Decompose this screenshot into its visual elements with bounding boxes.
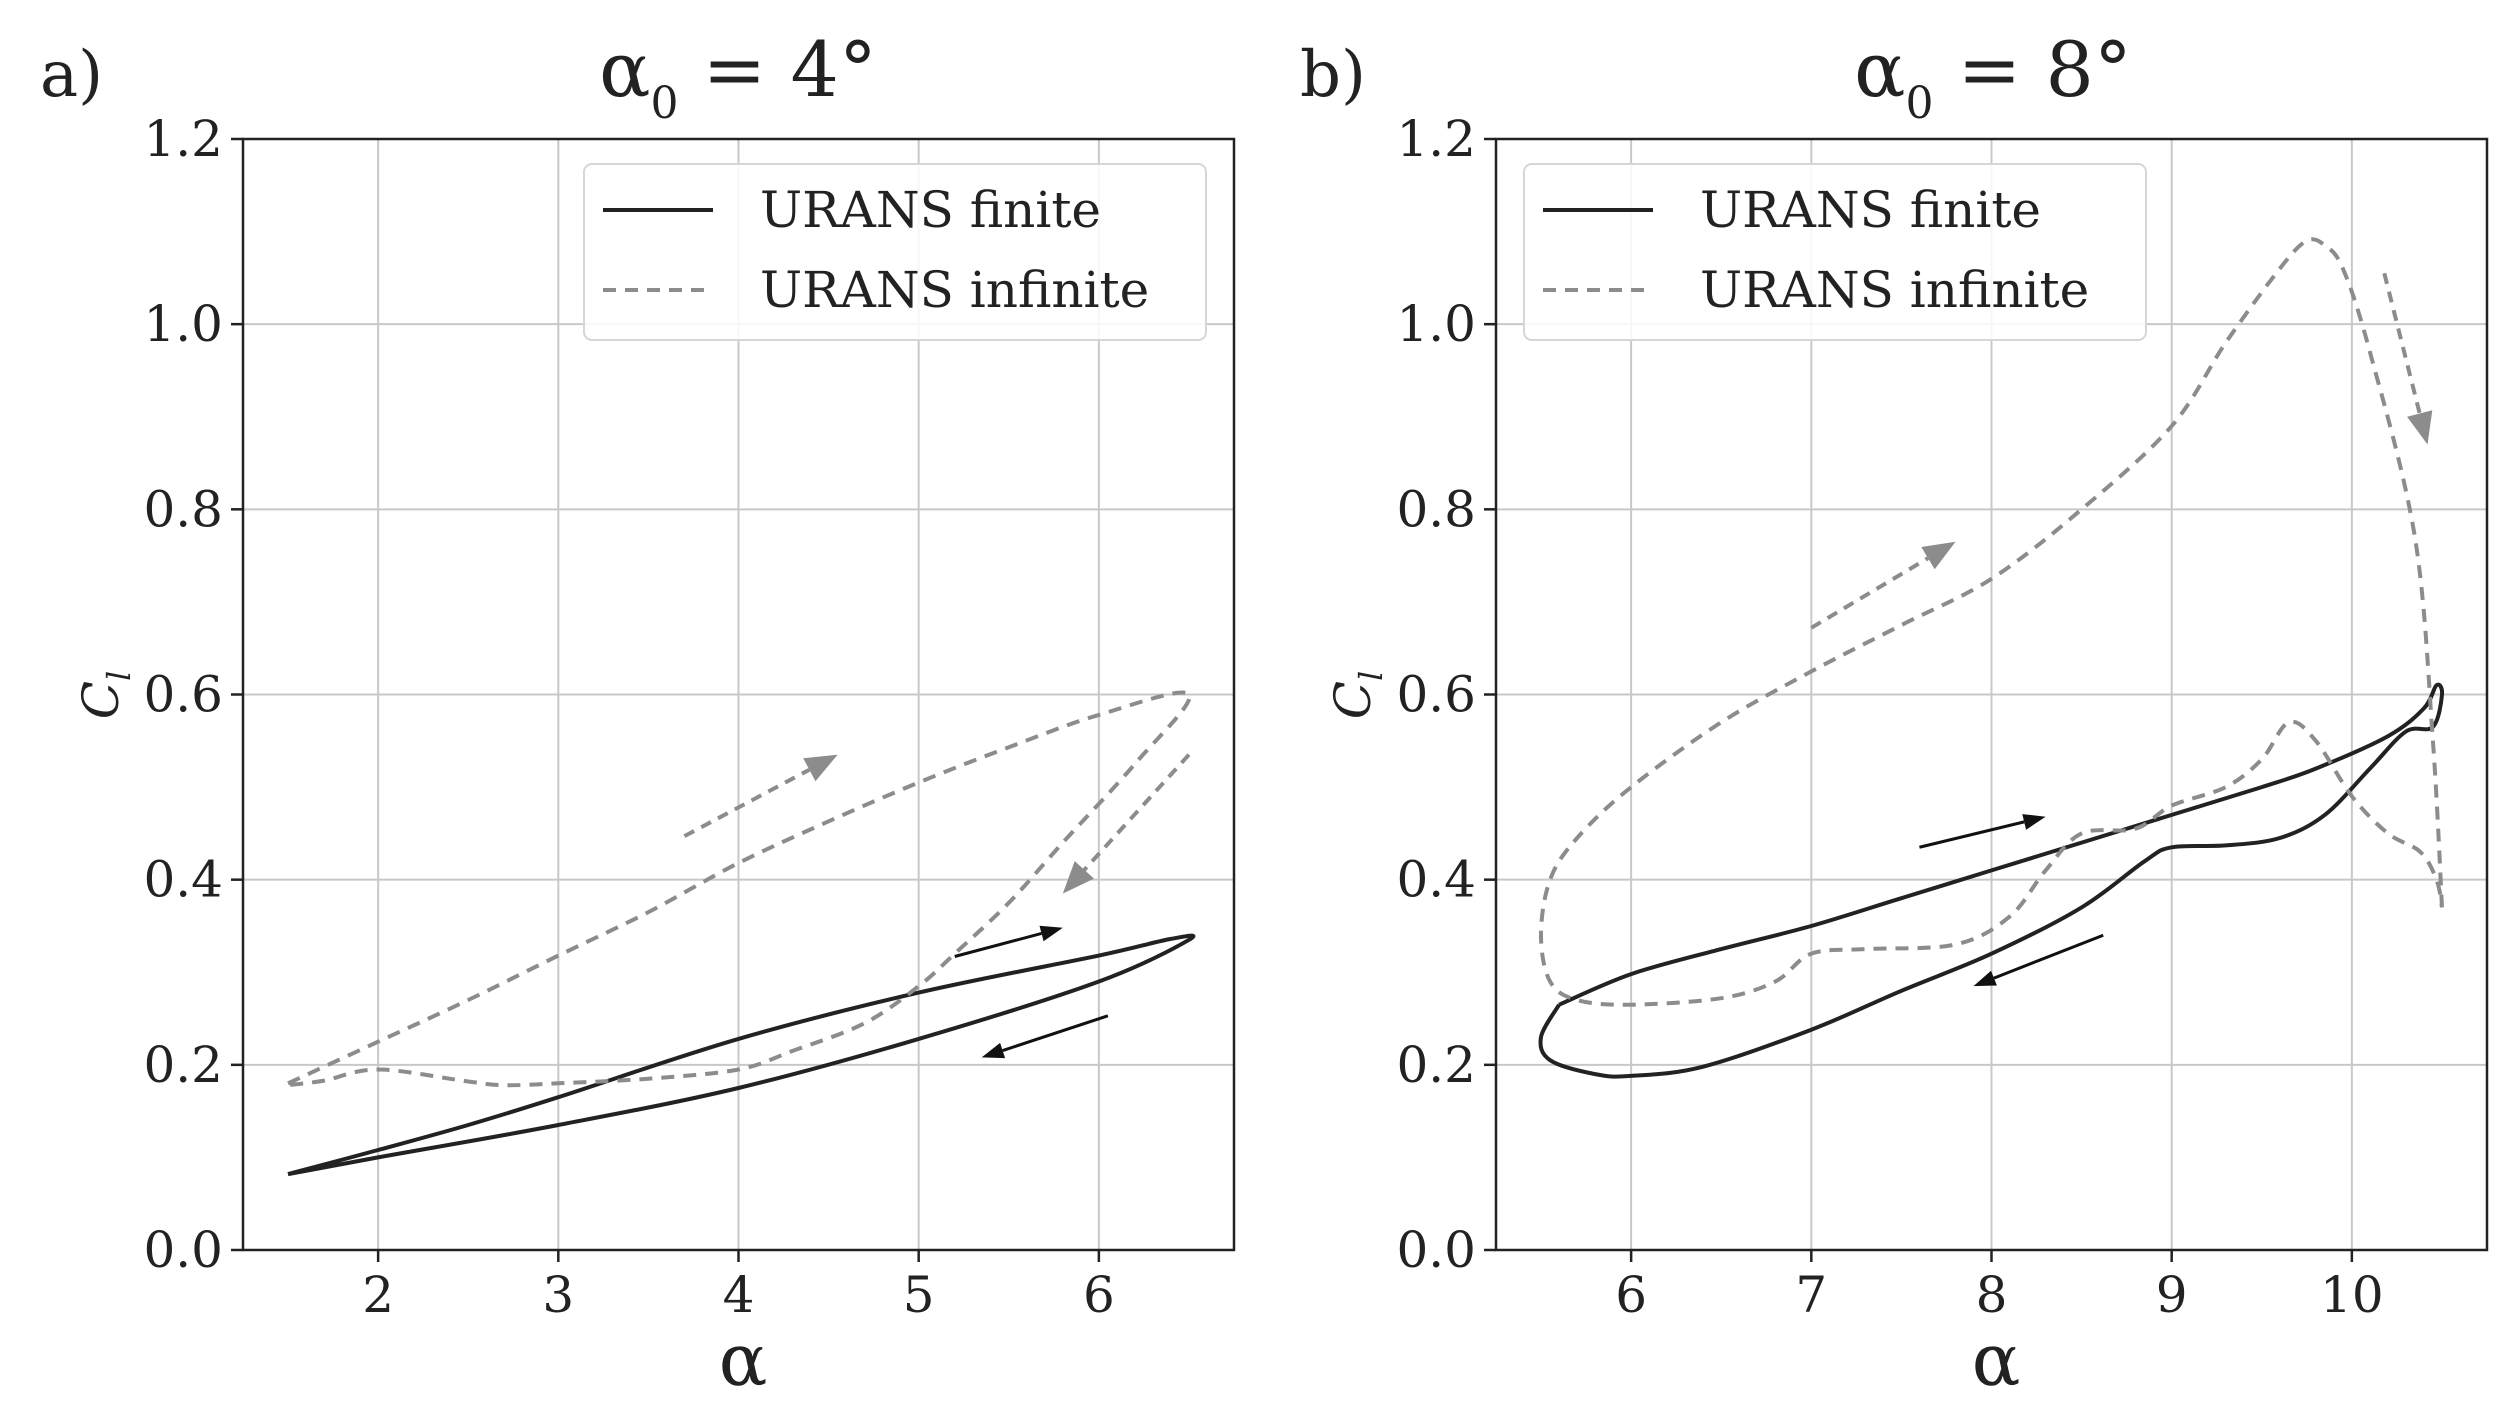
title-subscript-b: 0 <box>1905 78 1933 129</box>
panel-label-b: b) <box>1300 38 1366 112</box>
arrow-head-a <box>1062 861 1094 894</box>
x-tick-label-b: 6 <box>1615 1266 1647 1324</box>
legend-box-a <box>583 163 1207 341</box>
panel-b: b) α0 = 8° 6 7 8 9 100.00.20.40.60.81.01.2 U… <box>1300 25 2489 1402</box>
x-tick-label-a: 3 <box>542 1266 574 1324</box>
arrow-head-b <box>2407 410 2433 445</box>
y-tick-label-a: 0.4 <box>143 851 223 909</box>
y-tick-label-b: 0.0 <box>1396 1221 1476 1279</box>
series-lines-b <box>1538 237 2445 1079</box>
arrow-head-b <box>1921 541 1956 570</box>
direction-arrows-b <box>1810 272 2433 987</box>
y-tick-label-b: 0.6 <box>1396 666 1476 724</box>
arrow-head-a <box>803 754 838 782</box>
x-tick-label-a: 4 <box>723 1266 755 1324</box>
arrow-shaft-a <box>954 932 1042 958</box>
series-line-infinite-b <box>1539 237 2444 1007</box>
arrow-head-b <box>2022 814 2046 830</box>
legend-box-b <box>1523 163 2147 341</box>
panel-label-a: a) <box>40 38 103 112</box>
direction-arrow-finite-a <box>954 925 1063 958</box>
arrow-head-a <box>1039 925 1063 942</box>
arrow-shaft-b <box>2382 272 2422 414</box>
y-tick-label-a: 0.6 <box>143 666 223 724</box>
y-tick-label-a: 0.2 <box>143 1036 223 1094</box>
y-tick-label-b: 0.2 <box>1396 1036 1476 1094</box>
title-value-b: = 8° <box>1933 25 2131 114</box>
arrow-shaft-b <box>1810 556 1930 630</box>
y-axis-label-b: Cl <box>1324 671 1390 720</box>
arrow-shaft-b <box>1919 820 2025 849</box>
arrow-shaft-a <box>1002 1014 1109 1052</box>
y-axis-label-sub-a: l <box>100 671 138 681</box>
title-symbol-a: α <box>599 25 650 114</box>
series-line-infinite-a <box>287 690 1192 1088</box>
legend-a: URANS finite URANS infinite <box>583 163 1207 341</box>
y-tick-label-b: 1.0 <box>1396 295 1476 353</box>
series-line-finite-b <box>1538 682 2445 1079</box>
y-tick-label-a: 1.0 <box>143 295 223 353</box>
arrow-shaft-b <box>1993 933 2104 980</box>
legend-label-finite-b: URANS finite <box>1700 181 2041 239</box>
panel-title-b: α0 = 8° <box>1854 25 2132 129</box>
legend-label-finite-a: URANS finite <box>760 181 1101 239</box>
y-tick-label-b: 0.8 <box>1396 480 1476 538</box>
direction-arrow-infinite-a <box>1062 753 1191 894</box>
panel-a: a) α0 = 4° 2 3 4 5 60.00.20.40.60.81.01.2 UR… <box>40 25 1236 1402</box>
x-tick-label-b: 10 <box>2320 1266 2384 1324</box>
series-lines-a <box>287 690 1196 1177</box>
y-axis-label-main-b: C <box>1324 681 1382 719</box>
legend-label-infinite-b: URANS infinite <box>1700 261 2089 319</box>
x-tick-label-a: 5 <box>903 1266 935 1324</box>
direction-arrows-a <box>683 753 1191 1059</box>
y-axis-label-main-a: C <box>72 681 130 719</box>
series-line-finite-a <box>287 933 1196 1177</box>
panel-title-a: α0 = 4° <box>599 25 877 129</box>
ticks-b: 6 7 8 9 10 0.0 0.2 0.4 0.6 0.8 1.0 1.2 <box>1396 110 2383 1324</box>
direction-arrow-infinite-a <box>683 754 838 838</box>
legend-label-infinite-a: URANS infinite <box>760 261 1149 319</box>
x-tick-label-a: 6 <box>1083 1266 1115 1324</box>
arrow-head-b <box>1973 970 1997 987</box>
y-tick-label-b: 0.4 <box>1396 851 1476 909</box>
y-tick-label-a: 1.2 <box>143 110 223 168</box>
title-subscript-a: 0 <box>650 78 678 129</box>
title-symbol-b: α <box>1854 25 1905 114</box>
legend-b: URANS finite URANS infinite <box>1523 163 2147 341</box>
y-tick-label-a: 0.0 <box>143 1221 223 1279</box>
x-axis-label-b: α <box>1972 1318 2021 1402</box>
title-value-a: = 4° <box>678 25 876 114</box>
x-tick-label-b: 7 <box>1795 1266 1827 1324</box>
direction-arrow-finite-b <box>1973 933 2104 987</box>
direction-arrow-finite-a <box>981 1014 1109 1059</box>
y-tick-label-b: 1.2 <box>1396 110 1476 168</box>
x-tick-label-b: 8 <box>1976 1266 2008 1324</box>
direction-arrow-infinite-b <box>1810 541 1956 630</box>
y-tick-label-a: 0.8 <box>143 480 223 538</box>
x-tick-label-a: 2 <box>362 1266 394 1324</box>
arrow-shaft-a <box>1082 753 1191 872</box>
direction-arrow-infinite-b <box>2382 272 2433 445</box>
direction-arrow-finite-b <box>1919 814 2046 849</box>
x-axis-label-a: α <box>719 1318 768 1402</box>
ticks-a: 2 3 4 5 6 0.0 0.2 0.4 0.6 0.8 1.0 1.2 <box>143 110 1114 1324</box>
arrow-shaft-a <box>683 767 811 838</box>
y-axis-label-sub-b: l <box>1352 671 1390 681</box>
y-axis-label-a: Cl <box>72 671 138 720</box>
x-tick-label-b: 9 <box>2156 1266 2188 1324</box>
arrow-head-a <box>981 1042 1006 1059</box>
